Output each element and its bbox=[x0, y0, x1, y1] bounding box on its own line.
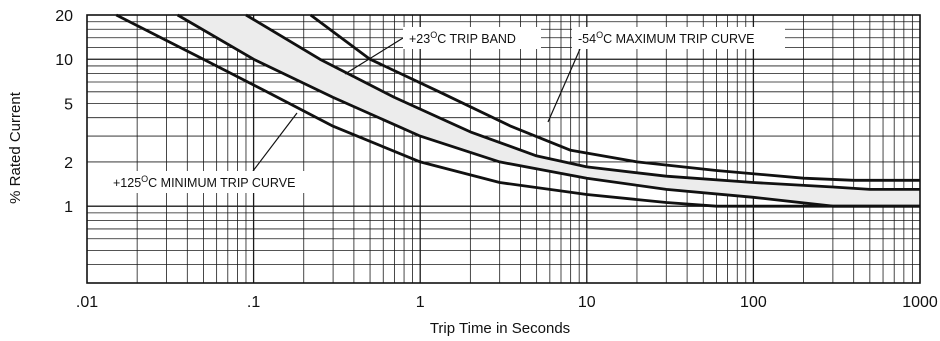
trip-band-upper-23c bbox=[245, 13, 920, 191]
y-tick-label: 20 bbox=[55, 8, 73, 25]
x-tick-label: 10 bbox=[578, 294, 596, 311]
annotation-23c-trip-band: +23OC TRIP BAND bbox=[344, 27, 541, 75]
plot-frame bbox=[86, 14, 921, 284]
x-tick-label: 100 bbox=[740, 294, 767, 311]
chart-series bbox=[115, 13, 920, 208]
trip-band-lower-23c bbox=[176, 13, 920, 208]
chart-annotations: +23OC TRIP BAND -54OC MAXIMUM TRIP CURVE +… bbox=[107, 27, 785, 193]
y-axis-title: % Rated Current bbox=[7, 91, 24, 204]
chart-grid bbox=[87, 15, 920, 283]
y-axis-tick-labels: 20 10 5 2 1 bbox=[55, 8, 73, 216]
annotation-minus54c-max-trip: -54OC MAXIMUM TRIP CURVE bbox=[547, 27, 785, 123]
x-axis-tick-labels: .01 .1 1 10 100 1000 bbox=[76, 294, 938, 311]
x-axis-title: Trip Time in Seconds bbox=[430, 320, 570, 337]
min-trip-curve-125c bbox=[115, 13, 920, 208]
x-tick-label: 1000 bbox=[902, 294, 938, 311]
y-tick-label: 5 bbox=[64, 96, 73, 113]
annotation-text: -54OC MAXIMUM TRIP CURVE bbox=[578, 30, 755, 46]
annotation-text: +23OC TRIP BAND bbox=[409, 30, 516, 46]
annotation-text: +125OC MINIMUM TRIP CURVE bbox=[113, 174, 295, 190]
max-trip-curve-minus54c bbox=[309, 13, 920, 182]
trip-band-fill bbox=[177, 15, 921, 207]
x-tick-label: 1 bbox=[416, 294, 425, 311]
y-tick-label: 2 bbox=[64, 155, 73, 172]
y-tick-label: 1 bbox=[64, 199, 73, 216]
x-tick-label: .01 bbox=[76, 294, 98, 311]
x-tick-label: .1 bbox=[247, 294, 260, 311]
annotation-125c-min-trip: +125OC MINIMUM TRIP CURVE bbox=[107, 112, 322, 193]
y-tick-label: 10 bbox=[55, 52, 73, 69]
